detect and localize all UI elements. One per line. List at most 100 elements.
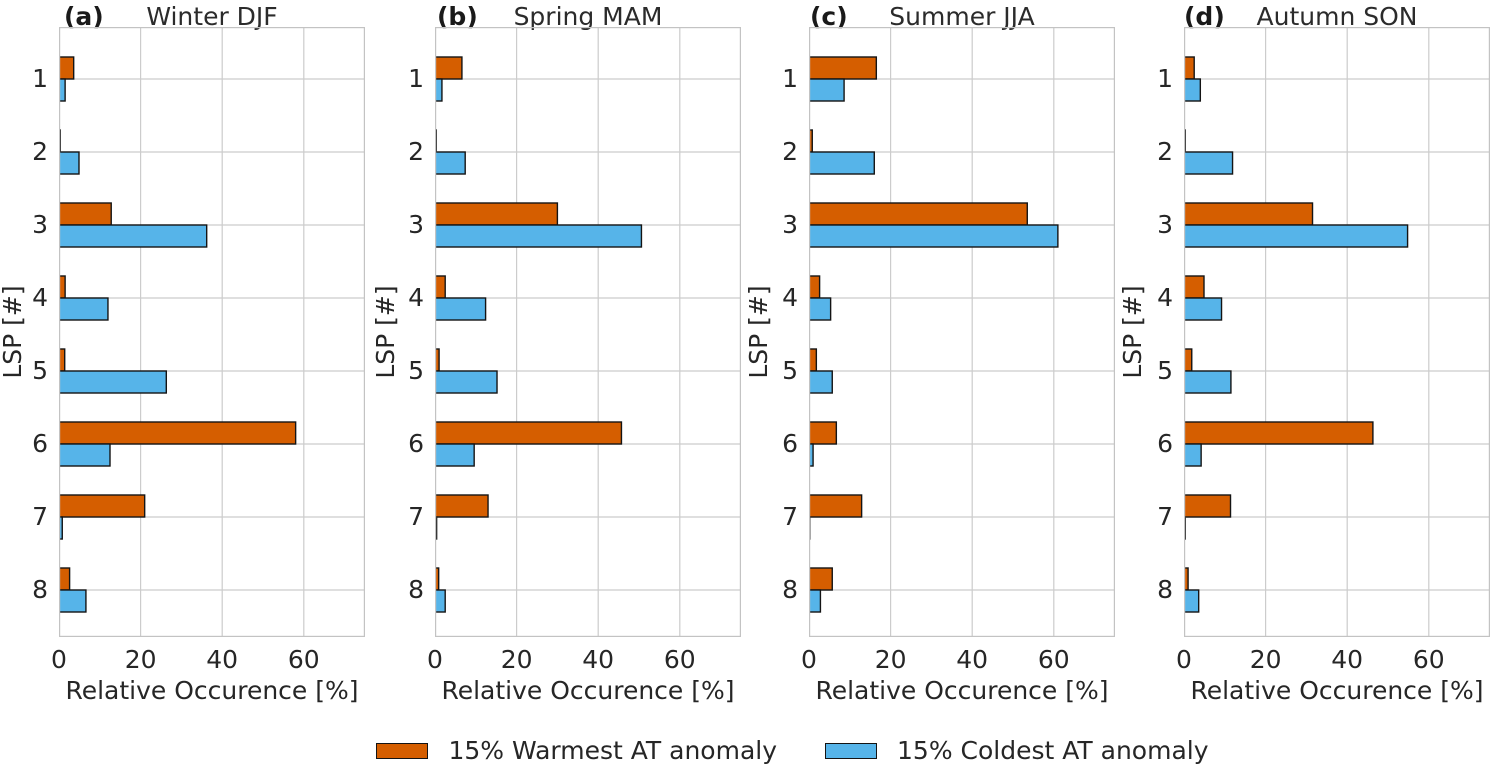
y-axis-label: LSP [#] (1118, 285, 1147, 379)
x-axis-label: Relative Occurence [%] (441, 676, 735, 705)
bar-coldest-lsp7 (59, 516, 63, 540)
bar-coldest-lsp5 (809, 370, 833, 394)
bar-warmest-lsp3 (59, 202, 112, 226)
y-tick-label-lsp8: 8 (782, 575, 798, 604)
y-tick-label-lsp7: 7 (1157, 502, 1173, 531)
x-tick-label-0: 0 (801, 645, 817, 674)
y-tick-label-lsp4: 4 (408, 283, 424, 312)
panel-letter-label: (c) (810, 2, 848, 31)
plot-area (1184, 27, 1490, 637)
warmest-anomaly-swatch (376, 743, 429, 759)
bar-coldest-lsp4 (435, 297, 487, 321)
x-tick-label-60: 60 (1037, 645, 1070, 674)
y-tick-label-lsp3: 3 (32, 210, 48, 239)
y-axis-label: LSP [#] (0, 285, 27, 379)
panel-d: (d) Autumn SON 1 2 3 4 5 6 7 8 0 20 40 60 Relative Occ… (1118, 0, 1493, 764)
x-tick-label-40: 40 (582, 645, 615, 674)
y-tick-label-lsp3: 3 (1157, 210, 1173, 239)
y-axis-label: LSP [#] (744, 285, 773, 379)
legend-label-coldest: 15% Coldest AT anomaly (897, 736, 1209, 764)
y-tick-label-lsp1: 1 (32, 64, 48, 93)
bar-warmest-lsp7 (59, 494, 146, 518)
bar-warmest-lsp1 (1184, 56, 1195, 80)
x-axis-label: Relative Occurence [%] (1190, 676, 1484, 705)
y-tick-label-lsp2: 2 (32, 137, 48, 166)
y-tick-label-lsp6: 6 (782, 429, 798, 458)
bar-warmest-lsp7 (1184, 494, 1232, 518)
y-tick-label-lsp7: 7 (32, 502, 48, 531)
bar-coldest-lsp5 (435, 370, 498, 394)
x-tick-label-0: 0 (427, 645, 443, 674)
plot-area (809, 27, 1115, 637)
x-tick-label-20: 20 (124, 645, 157, 674)
y-tick-label-lsp5: 5 (782, 356, 798, 385)
bar-warmest-lsp6 (809, 421, 838, 445)
y-tick-label-lsp1: 1 (782, 64, 798, 93)
legend-label-warmest: 15% Warmest AT anomaly (448, 736, 778, 764)
coldest-anomaly-swatch (825, 743, 878, 759)
bar-warmest-lsp6 (59, 421, 297, 445)
panel-title: Summer JJA (889, 2, 1035, 31)
plot-area (435, 27, 741, 637)
panel-title: Spring MAM (513, 2, 663, 31)
y-tick-label-lsp5: 5 (408, 356, 424, 385)
y-tick-label-lsp5: 5 (32, 356, 48, 385)
legend-item-warmest: 15% Warmest AT anomaly (376, 736, 777, 764)
y-tick-label-lsp6: 6 (32, 429, 48, 458)
x-tick-label-20: 20 (500, 645, 533, 674)
bar-coldest-lsp1 (1184, 78, 1202, 102)
y-tick-label-lsp1: 1 (1157, 64, 1173, 93)
x-tick-label-0: 0 (1176, 645, 1192, 674)
y-tick-label-lsp3: 3 (408, 210, 424, 239)
bar-coldest-lsp5 (1184, 370, 1232, 394)
bar-coldest-lsp2 (59, 151, 80, 175)
y-tick-label-lsp5: 5 (1157, 356, 1173, 385)
bar-coldest-lsp1 (59, 78, 66, 102)
y-tick-label-lsp7: 7 (408, 502, 424, 531)
panel-letter-label: (b) (437, 2, 478, 31)
bar-warmest-lsp3 (1184, 202, 1314, 226)
x-tick-label-60: 60 (287, 645, 320, 674)
plot-frame (435, 27, 741, 637)
bar-coldest-lsp8 (1184, 589, 1200, 613)
bar-coldest-lsp4 (1184, 297, 1223, 321)
bar-coldest-lsp3 (809, 224, 1059, 248)
bar-warmest-lsp1 (59, 56, 75, 80)
y-tick-label-lsp4: 4 (32, 283, 48, 312)
bar-coldest-lsp3 (1184, 224, 1409, 248)
bar-coldest-lsp6 (1184, 443, 1202, 467)
x-tick-label-40: 40 (956, 645, 989, 674)
panel-c: (c) Summer JJA 1 2 3 4 5 6 7 8 0 20 40 60 Relative Occ… (744, 0, 1119, 764)
y-tick-label-lsp8: 8 (32, 575, 48, 604)
y-tick-label-lsp2: 2 (1157, 137, 1173, 166)
bar-warmest-lsp6 (435, 421, 623, 445)
plot-area (59, 27, 365, 637)
legend-item-coldest: 15% Coldest AT anomaly (825, 736, 1209, 764)
panel-letter-label: (a) (64, 2, 104, 31)
y-axis-label: LSP [#] (371, 285, 400, 379)
bar-coldest-lsp2 (809, 151, 875, 175)
y-tick-label-lsp7: 7 (782, 502, 798, 531)
bar-coldest-lsp8 (435, 589, 446, 613)
plot-frame (809, 27, 1115, 637)
panel-b: (b) Spring MAM 1 2 3 4 5 6 7 8 0 20 40 60 Relative Occ… (371, 0, 746, 764)
x-tick-label-60: 60 (663, 645, 696, 674)
y-tick-label-lsp6: 6 (408, 429, 424, 458)
x-tick-label-40: 40 (1331, 645, 1364, 674)
y-tick-label-lsp8: 8 (408, 575, 424, 604)
x-tick-label-40: 40 (206, 645, 239, 674)
bar-warmest-lsp7 (435, 494, 489, 518)
y-tick-label-lsp2: 2 (782, 137, 798, 166)
y-tick-label-lsp6: 6 (1157, 429, 1173, 458)
bar-warmest-lsp6 (1184, 421, 1374, 445)
x-tick-label-0: 0 (51, 645, 67, 674)
bar-coldest-lsp4 (809, 297, 832, 321)
y-tick-label-lsp3: 3 (782, 210, 798, 239)
panel-title: Winter DJF (146, 2, 278, 31)
bar-warmest-lsp3 (809, 202, 1028, 226)
bar-coldest-lsp5 (59, 370, 168, 394)
x-tick-label-20: 20 (874, 645, 907, 674)
bar-warmest-lsp8 (59, 567, 71, 591)
panel-a: (a) Winter DJF 1 2 3 4 5 6 7 8 0 20 40 60 Relative Occ… (0, 0, 373, 764)
